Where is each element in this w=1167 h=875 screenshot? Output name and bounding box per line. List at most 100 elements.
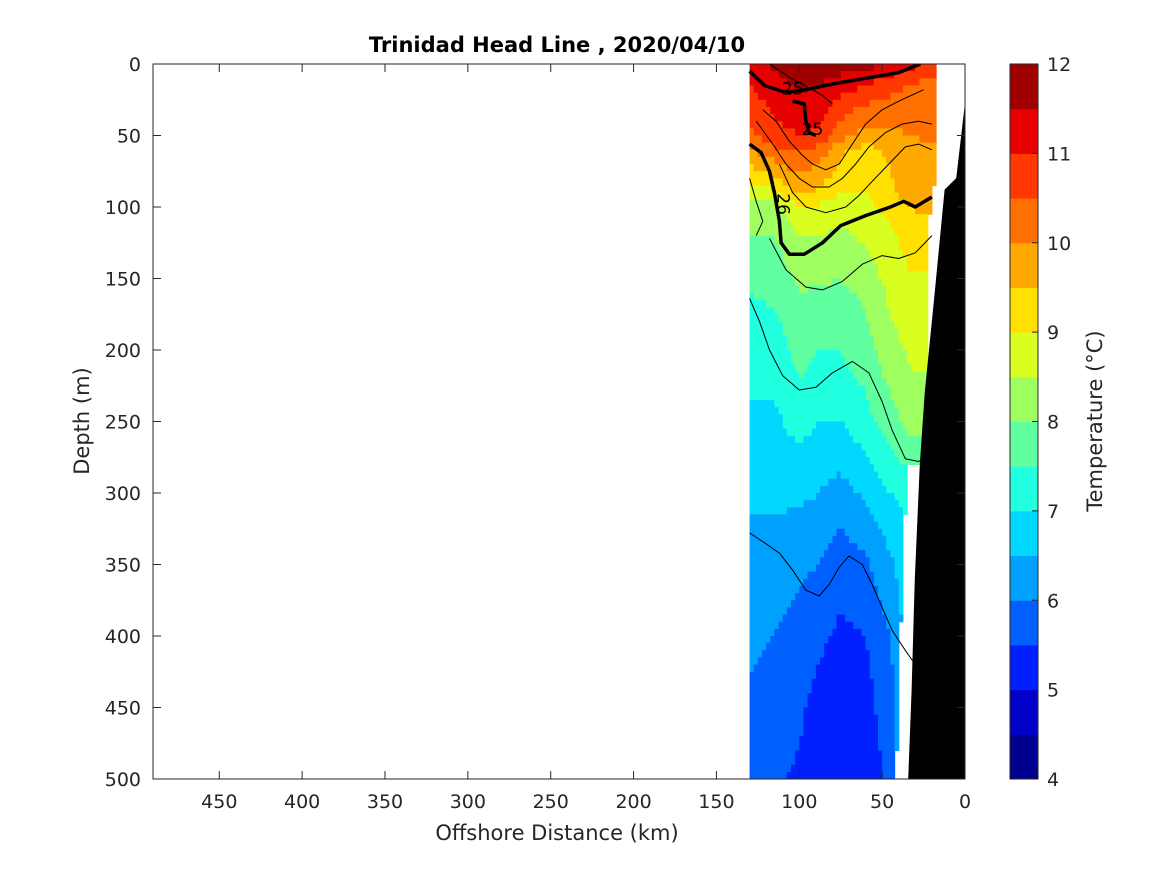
- temperature-cell: [836, 750, 842, 759]
- colorbar-segment: [1010, 510, 1038, 557]
- temperature-cell: [849, 321, 854, 330]
- temperature-cell: [844, 414, 850, 423]
- temperature-cell: [898, 156, 904, 165]
- temperature-cell: [828, 593, 834, 601]
- temperature-cell: [799, 106, 805, 115]
- temperature-cell: [907, 442, 912, 451]
- temperature-cell: [828, 78, 834, 87]
- temperature-cell: [774, 636, 780, 644]
- temperature-cell: [919, 414, 925, 423]
- temperature-cell: [890, 142, 896, 151]
- temperature-cell: [902, 228, 908, 237]
- temperature-cell: [890, 149, 896, 158]
- temperature-cell: [778, 628, 784, 637]
- temperature-cell: [803, 71, 809, 79]
- temperature-cell: [898, 114, 904, 122]
- temperature-cell: [795, 414, 800, 423]
- temperature-cell: [902, 342, 908, 351]
- temperature-cell: [782, 164, 788, 172]
- temperature-cell: [762, 149, 767, 158]
- temperature-cell: [882, 578, 887, 587]
- temperature-cell: [782, 678, 788, 687]
- temperature-cell: [832, 264, 838, 272]
- temperature-cell: [770, 257, 776, 265]
- temperature-cell: [861, 392, 867, 401]
- temperature-cell: [778, 99, 784, 108]
- temperature-cell: [840, 271, 846, 280]
- temperature-cell: [915, 242, 921, 251]
- temperature-cell: [815, 64, 821, 72]
- temperature-cell: [873, 235, 879, 244]
- temperature-cell: [795, 707, 800, 716]
- temperature-cell: [865, 657, 871, 666]
- temperature-cell: [791, 121, 796, 129]
- temperature-cell: [857, 357, 863, 365]
- temperature-cell: [820, 528, 825, 537]
- temperature-cell: [886, 564, 892, 573]
- temperature-cell: [878, 521, 883, 530]
- temperature-cell: [795, 321, 800, 330]
- temperature-cell: [820, 771, 825, 779]
- temperature-cell: [923, 271, 929, 280]
- temperature-cell: [766, 292, 771, 301]
- temperature-cell: [844, 585, 850, 594]
- temperature-cell: [923, 364, 929, 373]
- temperature-cell: [861, 771, 867, 779]
- temperature-cell: [753, 414, 759, 423]
- temperature-cell: [861, 135, 867, 144]
- temperature-cell: [807, 307, 813, 315]
- temperature-cell: [803, 128, 809, 137]
- temperature-cell: [807, 528, 813, 537]
- temperature-cell: [869, 435, 875, 444]
- temperature-cell: [832, 71, 838, 79]
- temperature-cell: [836, 442, 842, 451]
- temperature-cell: [886, 207, 892, 215]
- temperature-cell: [803, 514, 809, 523]
- temperature-cell: [861, 514, 867, 523]
- temperature-cell: [844, 342, 850, 351]
- temperature-cell: [902, 335, 908, 344]
- temperature-cell: [844, 564, 850, 573]
- temperature-cell: [836, 149, 842, 158]
- temperature-cell: [811, 307, 817, 315]
- temperature-cell: [857, 636, 863, 644]
- x-tick-label: 400: [284, 791, 320, 813]
- temperature-cell: [803, 535, 809, 544]
- temperature-cell: [919, 192, 925, 201]
- temperature-cell: [869, 657, 875, 666]
- temperature-cell: [766, 485, 771, 494]
- temperature-cell: [907, 207, 912, 215]
- temperature-cell: [853, 92, 858, 101]
- temperature-cell: [803, 185, 809, 194]
- temperature-cell: [853, 314, 858, 322]
- temperature-cell: [774, 521, 780, 530]
- temperature-cell: [919, 99, 925, 108]
- temperature-cell: [778, 435, 784, 444]
- temperature-cell: [782, 278, 788, 287]
- temperature-cell: [844, 507, 850, 516]
- temperature-cell: [799, 342, 805, 351]
- temperature-cell: [799, 464, 805, 473]
- temperature-cell: [873, 614, 879, 623]
- temperature-cell: [815, 235, 821, 244]
- temperature-cell: [782, 85, 788, 94]
- temperature-cell: [844, 385, 850, 394]
- temperature-cell: [878, 149, 883, 158]
- temperature-cell: [803, 135, 809, 144]
- temperature-cell: [923, 135, 929, 144]
- temperature-cell: [791, 707, 796, 716]
- temperature-cell: [878, 736, 883, 744]
- temperature-cell: [919, 371, 925, 380]
- temperature-cell: [791, 285, 796, 294]
- temperature-cell: [791, 378, 796, 387]
- temperature-cell: [890, 757, 896, 766]
- temperature-cell: [778, 736, 784, 744]
- temperature-cell: [836, 514, 842, 523]
- temperature-cell: [919, 64, 925, 72]
- temperature-cell: [832, 628, 838, 637]
- temperature-cell: [894, 700, 900, 709]
- temperature-cell: [795, 149, 800, 158]
- temperature-cell: [762, 700, 767, 709]
- temperature-cell: [836, 535, 842, 544]
- temperature-cell: [919, 149, 925, 158]
